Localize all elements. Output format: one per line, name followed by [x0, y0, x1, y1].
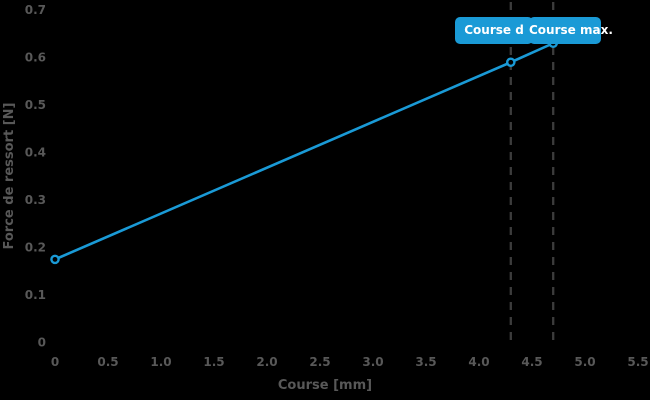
y-tick-label: 0	[38, 336, 46, 350]
x-tick-label: 4.0	[468, 355, 489, 369]
data-line	[54, 42, 554, 261]
y-tick-label: 0.4	[25, 146, 46, 160]
annotation-course-max: Course max.	[529, 17, 613, 44]
y-tick-label: 0.1	[25, 288, 46, 302]
x-tick-label: 0	[51, 355, 59, 369]
y-tick-label: 0.3	[25, 193, 46, 207]
y-tick-label: 0.5	[25, 98, 46, 112]
data-point-marker	[50, 254, 60, 265]
x-tick-label: 1.0	[150, 355, 171, 369]
x-tick-label: 0.5	[97, 355, 118, 369]
data-point-marker	[505, 57, 516, 68]
x-tick-label: 1.5	[203, 355, 224, 369]
y-tick-label: 0.7	[25, 3, 46, 17]
x-axis-title: Course [mm]	[277, 378, 373, 393]
x-tick-label: 2.0	[256, 355, 277, 369]
y-tick-label: 0.2	[25, 241, 46, 255]
x-tick-label: 3.5	[415, 355, 436, 369]
x-tick-label: 5.0	[574, 355, 595, 369]
x-tick-label: 3.0	[362, 355, 383, 369]
x-tick-label: 5.5	[627, 355, 648, 369]
y-axis-title: Force de ressort [N]	[2, 102, 17, 250]
y-tick-label: 0.6	[25, 51, 46, 65]
x-tick-label: 2.5	[309, 355, 330, 369]
x-tick-label: 4.5	[521, 355, 542, 369]
annotation-course-d: Course d	[455, 17, 533, 44]
